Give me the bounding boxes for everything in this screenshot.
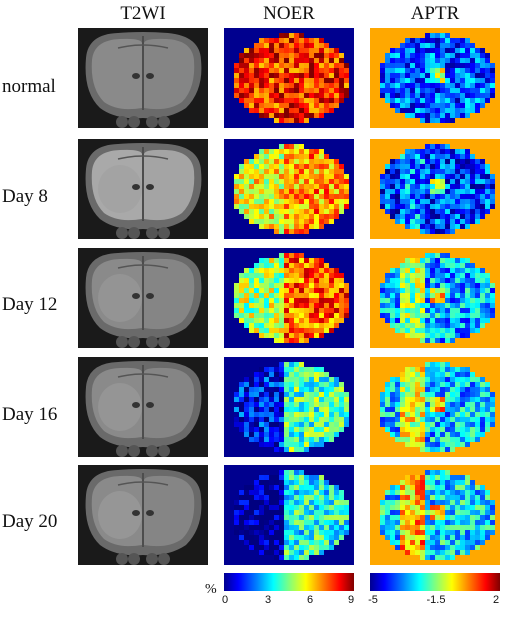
aptr-map	[370, 139, 500, 239]
row-label: Day 20	[2, 511, 58, 532]
column-header-aptr: APTR	[410, 3, 460, 24]
noer-tick: 3	[264, 594, 272, 606]
noer-map	[224, 28, 354, 128]
noer-map	[224, 465, 354, 565]
noer-colorbar	[224, 573, 354, 591]
row-label: Day 16	[2, 404, 58, 425]
noer-map	[224, 139, 354, 239]
column-header-noer: NOER	[263, 3, 315, 24]
noer-map	[224, 357, 354, 457]
noer-tick: 0	[221, 594, 229, 606]
t2wi-image	[78, 465, 208, 565]
aptr-colorbar	[370, 573, 500, 591]
aptr-map	[370, 465, 500, 565]
column-header-t2wi: T2WI	[120, 3, 166, 24]
t2wi-image	[78, 28, 208, 128]
t2wi-image	[78, 139, 208, 239]
aptr-map	[370, 248, 500, 348]
aptr-map	[370, 357, 500, 457]
noer-tick: 6	[306, 594, 314, 606]
t2wi-image	[78, 248, 208, 348]
row-label: Day 12	[2, 294, 58, 315]
noer-map	[224, 248, 354, 348]
aptr-map	[370, 28, 500, 128]
row-label: normal	[2, 76, 56, 97]
colorbar-unit: %	[205, 582, 217, 597]
noer-tick: 9	[347, 594, 355, 606]
row-label: Day 8	[2, 186, 48, 207]
aptr-tick: -1.5	[426, 594, 446, 606]
aptr-tick: -5	[368, 594, 378, 606]
aptr-tick: 2	[492, 594, 500, 606]
t2wi-image	[78, 357, 208, 457]
